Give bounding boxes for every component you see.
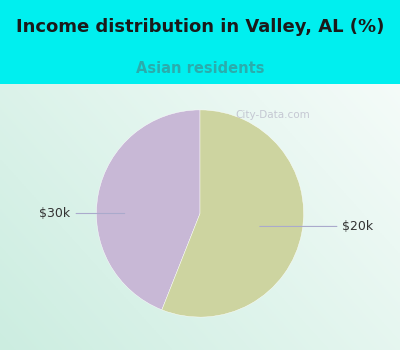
Wedge shape	[96, 110, 200, 310]
Text: Asian residents: Asian residents	[136, 61, 264, 76]
Text: Income distribution in Valley, AL (%): Income distribution in Valley, AL (%)	[16, 18, 384, 36]
Text: City-Data.com: City-Data.com	[235, 110, 310, 120]
Wedge shape	[162, 110, 304, 317]
Text: $20k: $20k	[260, 220, 374, 233]
Text: $30k: $30k	[40, 207, 125, 220]
